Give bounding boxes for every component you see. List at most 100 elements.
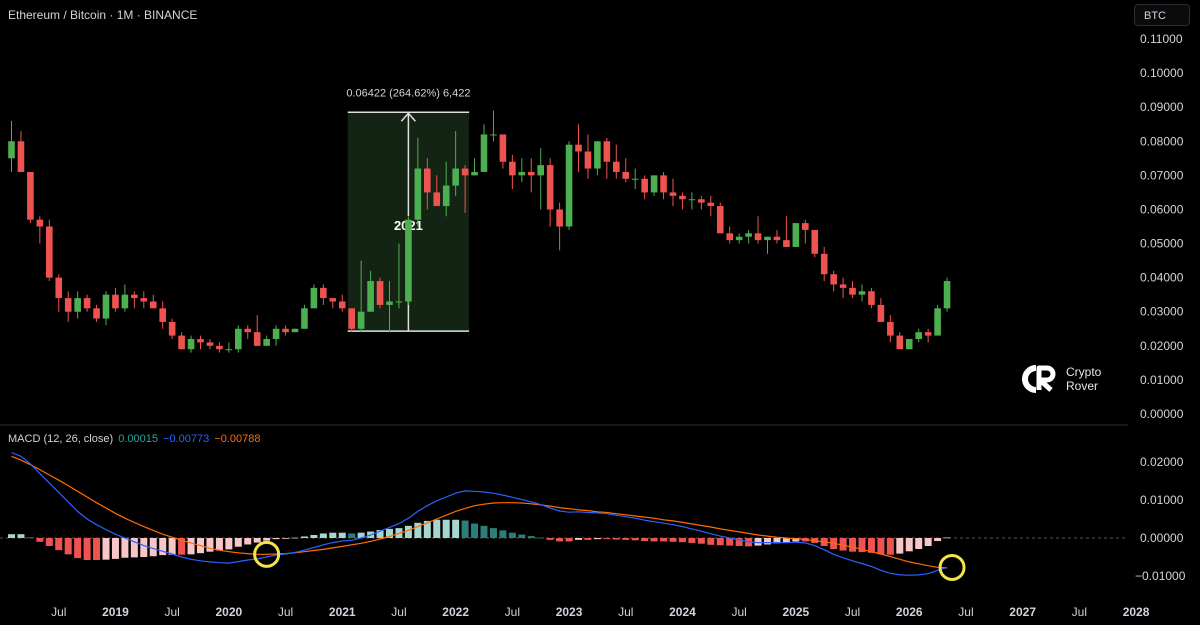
macd-histogram-bar (414, 522, 422, 538)
x-axis-tick-label: Jul (958, 605, 973, 619)
macd-histogram-bar (877, 538, 885, 555)
x-axis-tick-label: 2021 (329, 605, 356, 619)
macd-legend-name: MACD (12, 26, close) (8, 433, 114, 445)
candle-body (915, 332, 922, 339)
candle-body (8, 141, 15, 159)
candle-body (17, 141, 25, 172)
candle-body (140, 298, 148, 302)
macd-histogram-bar (612, 538, 620, 540)
macd-histogram-bar (735, 538, 743, 546)
macd-histogram-bar (291, 537, 299, 539)
macd-histogram-bar (839, 538, 847, 551)
x-axis-tick-label: 2026 (896, 605, 923, 619)
price-y-tick-label: 0.05000 (1140, 237, 1184, 251)
candle-body (565, 144, 573, 227)
candle-body (367, 281, 374, 312)
candle-body (943, 281, 951, 309)
price-y-tick-label: 0.02000 (1140, 339, 1184, 353)
x-axis-tick-label: 2025 (782, 605, 809, 619)
macd-histogram-bar (858, 538, 866, 553)
macd-histogram-bar (111, 538, 119, 559)
candle-body (235, 328, 242, 350)
macd-histogram-bar (697, 538, 705, 544)
candle-body (149, 301, 157, 309)
macd-histogram-bar (716, 538, 724, 546)
candle-body (320, 287, 327, 299)
candle-body (159, 308, 166, 322)
candle-body (792, 223, 800, 247)
macd-histogram-bar (83, 538, 91, 561)
macd-histogram-bar (423, 520, 431, 538)
candle-body (660, 175, 667, 193)
macd-histogram-bar (650, 538, 658, 542)
macd-histogram-bar (641, 538, 649, 542)
price-y-tick-label: 0.10000 (1140, 66, 1184, 80)
candle-body (93, 308, 100, 319)
candle-body (461, 168, 469, 176)
x-axis-tick-label: Jul (391, 605, 406, 619)
candle-body (575, 144, 582, 152)
price-y-tick-label: 0.03000 (1140, 305, 1184, 319)
candle-body (310, 287, 318, 309)
macd-histogram-bar (480, 525, 488, 538)
macd-histogram-bar (499, 530, 507, 538)
macd-histogram-bar (471, 523, 479, 538)
currency-badge[interactable]: BTC (1134, 4, 1190, 26)
x-axis-tick-label: 2022 (442, 605, 469, 619)
candle-body (613, 161, 620, 172)
macd-histogram-bar (575, 538, 582, 540)
candle-body (509, 161, 516, 176)
candle-body (253, 332, 261, 346)
x-axis-tick-label: Jul (1072, 605, 1087, 619)
candle-body (329, 298, 337, 302)
price-y-tick-label: 0.09000 (1140, 100, 1184, 114)
macd-histogram-bar (206, 538, 214, 552)
macd-histogram-bar (934, 538, 942, 542)
candle-body (395, 301, 403, 303)
macd-histogram-bar (282, 538, 290, 539)
macd-histogram-bar (896, 538, 904, 554)
price-y-tick-label: 0.04000 (1140, 271, 1184, 285)
candle-body (735, 236, 743, 241)
candle-body (726, 233, 733, 241)
candle-body (357, 311, 365, 329)
candle-body (206, 342, 214, 346)
macd-histogram-bar (187, 538, 195, 555)
candle-body (46, 226, 53, 278)
candle-body (216, 345, 223, 350)
candle-body (490, 134, 497, 136)
price-y-tick-label: 0.01000 (1140, 373, 1184, 387)
price-y-tick-label: 0.11000 (1140, 32, 1183, 46)
candle-body (386, 301, 393, 305)
candle-body (272, 328, 280, 339)
macd-histogram-bar (442, 519, 450, 538)
candle-body (641, 178, 648, 193)
candle-body (187, 339, 195, 350)
x-axis-tick-label: Jul (618, 605, 633, 619)
macd-histogram-bar (584, 538, 592, 540)
macd-histogram-bar (764, 538, 771, 545)
macd-histogram-bar (867, 538, 875, 553)
macd-histogram-bar (55, 538, 63, 551)
candle-body (414, 168, 422, 220)
candle-body (36, 219, 44, 227)
candle-body (55, 277, 63, 299)
candle-body (773, 236, 781, 241)
macd-histogram-bar (64, 538, 72, 555)
macd-histogram-bar (159, 538, 167, 556)
macd-histogram-bar (726, 538, 734, 546)
macd-histogram-bar (631, 538, 639, 541)
macd-histogram-bar (461, 520, 469, 538)
crypto-rover-logo-icon (1022, 365, 1056, 393)
candle-body (244, 328, 252, 333)
candle-body (924, 332, 932, 336)
macd-histogram-bar (8, 534, 15, 538)
macd-histogram-bar (253, 538, 261, 543)
candle-body (480, 134, 488, 172)
price-y-tick-label: 0.08000 (1140, 134, 1184, 148)
macd-histogram-bar (225, 538, 233, 550)
candle-body (301, 308, 308, 329)
macd-y-tick-label: 0.01000 (1140, 493, 1184, 507)
price-y-tick-label: 0.06000 (1140, 202, 1184, 216)
x-axis-tick-label: 2020 (215, 605, 242, 619)
